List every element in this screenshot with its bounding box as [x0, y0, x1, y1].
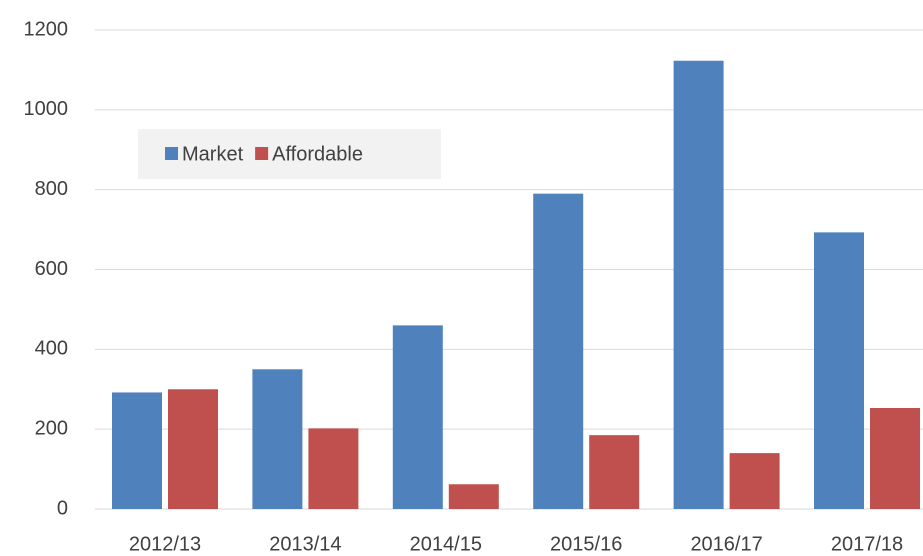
y-tick-label: 800 [35, 178, 68, 200]
legend-label: Affordable [272, 143, 363, 165]
bar [448, 484, 499, 509]
x-tick-label: 2012/13 [129, 533, 201, 555]
legend-label: Market [182, 143, 244, 165]
y-tick-label: 1200 [24, 18, 69, 40]
bar [673, 60, 724, 509]
y-tick-label: 600 [35, 258, 68, 280]
bar [252, 369, 303, 509]
bar [729, 453, 780, 509]
legend-box [138, 129, 441, 179]
bar [870, 408, 920, 509]
y-tick-label: 400 [35, 338, 68, 360]
bar [168, 389, 218, 509]
legend-swatch [255, 147, 269, 160]
x-tick-label: 2015/16 [550, 533, 622, 555]
bar [814, 232, 864, 509]
bar [533, 193, 584, 510]
y-tick-label: 0 [57, 497, 68, 519]
x-tick-label: 2017/18 [831, 533, 903, 555]
bar [112, 392, 162, 509]
x-tick-label: 2013/14 [269, 533, 341, 555]
bar [392, 325, 443, 509]
bar [308, 428, 359, 509]
legend-swatch [165, 147, 178, 160]
y-tick-label: 200 [35, 417, 68, 439]
x-tick-label: 2014/15 [410, 533, 482, 555]
y-tick-label: 1000 [24, 98, 69, 120]
bar [589, 435, 640, 509]
x-tick-label: 2016/17 [690, 533, 762, 555]
